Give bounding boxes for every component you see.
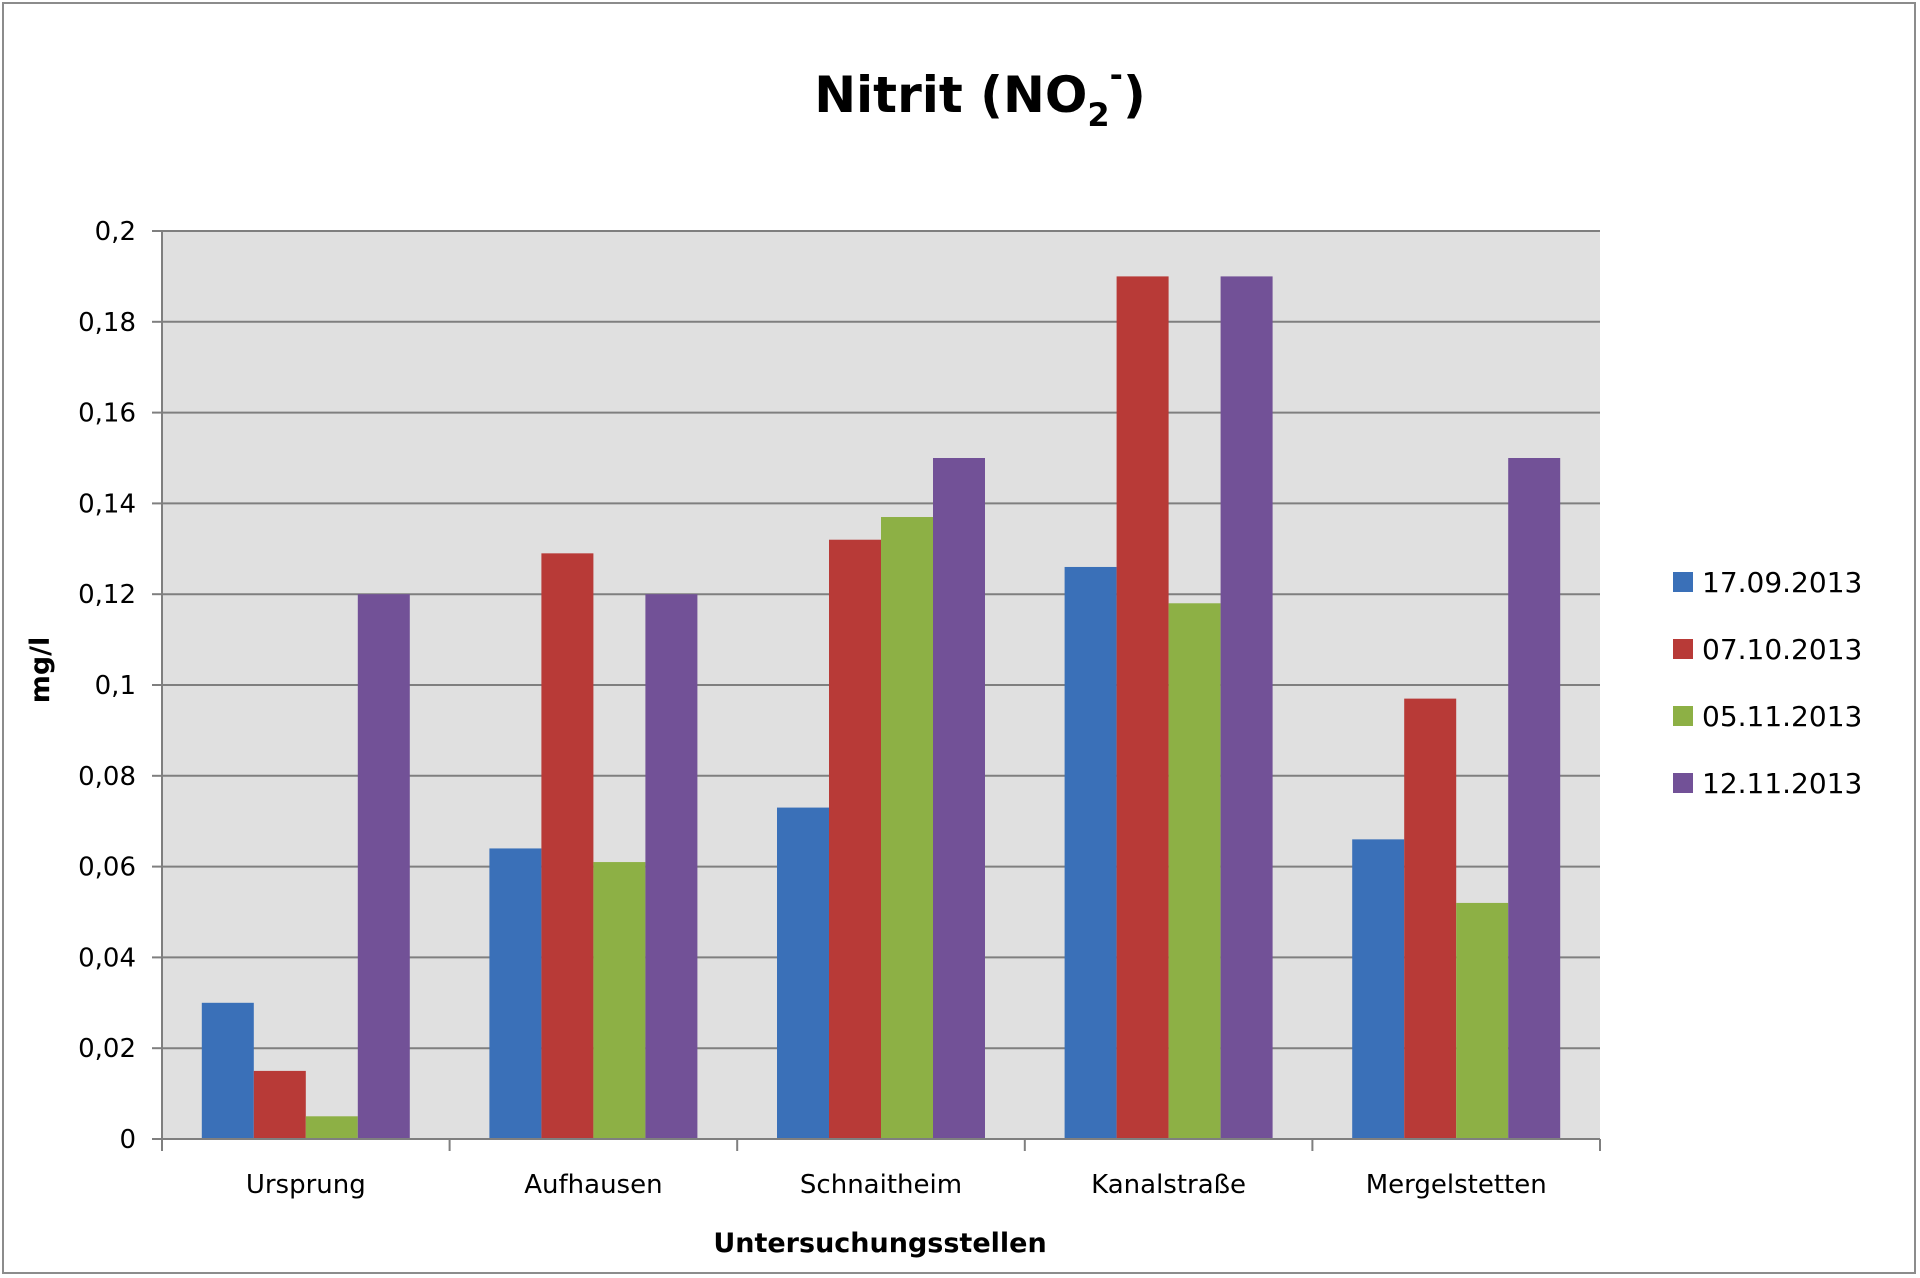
bar: [305, 1116, 358, 1139]
bar: [1352, 839, 1405, 1139]
y-tick-label: 0,06: [78, 853, 136, 883]
x-tick-label: Ursprung: [246, 1170, 366, 1200]
bar: [1116, 276, 1169, 1139]
y-tick-label: 0,18: [78, 308, 136, 338]
chart-title-main: Nitrit (NO: [814, 66, 1087, 124]
x-tick-label: Aufhausen: [524, 1170, 662, 1200]
bar: [1064, 566, 1117, 1139]
x-tick-label: Schnaitheim: [800, 1170, 962, 1200]
y-tick-label: 0,08: [78, 762, 136, 792]
y-tick-label: 0,02: [78, 1034, 136, 1064]
bar: [357, 594, 410, 1139]
legend-label: 12.11.2013: [1702, 767, 1862, 800]
bar: [1404, 698, 1457, 1139]
y-tick-label: 0,16: [78, 399, 136, 429]
bar: [1456, 902, 1509, 1139]
legend-swatch: [1673, 639, 1693, 659]
bar: [593, 862, 646, 1139]
bar: [933, 458, 985, 1139]
bar: [541, 553, 594, 1139]
chart-title-superscript: -: [1110, 56, 1123, 94]
bar: [1168, 603, 1221, 1139]
bar: [201, 1002, 254, 1139]
y-tick-label: 0: [119, 1125, 136, 1155]
legend-swatch: [1673, 706, 1693, 726]
y-tick-label: 0,12: [78, 580, 136, 610]
x-axis-title: Untersuchungsstellen: [713, 1228, 1046, 1259]
y-tick-label: 0,2: [95, 217, 136, 247]
bar: [1220, 276, 1273, 1139]
legend-label: 05.11.2013: [1702, 700, 1862, 733]
chart-svg: Nitrit (NO2-) 0 0,02 0,04 0,06 0,08 0,1 0,12 0,…: [25, 56, 1862, 1259]
legend-swatch: [1673, 572, 1693, 592]
chart-title-close: ): [1123, 66, 1146, 124]
bar: [489, 848, 542, 1139]
chart-title-subscript: 2: [1087, 96, 1109, 134]
bar: [253, 1070, 306, 1139]
plot-area: 0 0,02 0,04 0,06 0,08 0,1 0,12 0,14 0,16 0,18 0,2 U…: [78, 217, 1601, 1200]
bar: [829, 539, 881, 1139]
legend-swatch: [1673, 773, 1693, 793]
legend-label: 17.09.2013: [1702, 566, 1862, 599]
x-tick-label: Mergelstetten: [1366, 1170, 1547, 1200]
y-axis-title: mg/l: [25, 637, 56, 704]
bar: [777, 807, 829, 1139]
bar: [881, 517, 933, 1139]
legend-label: 07.10.2013: [1702, 633, 1862, 666]
legend: 17.09.2013 07.10.2013 05.11.2013 12.11.2013: [1673, 566, 1862, 800]
bar: [645, 594, 698, 1139]
x-tick-label: Kanalstraße: [1091, 1170, 1246, 1200]
y-tick-label: 0,04: [78, 943, 136, 973]
bar: [1508, 458, 1561, 1139]
y-tick-label: 0,1: [95, 671, 136, 701]
y-tick-label: 0,14: [78, 489, 136, 519]
chart-title: Nitrit (NO2-): [814, 56, 1146, 134]
